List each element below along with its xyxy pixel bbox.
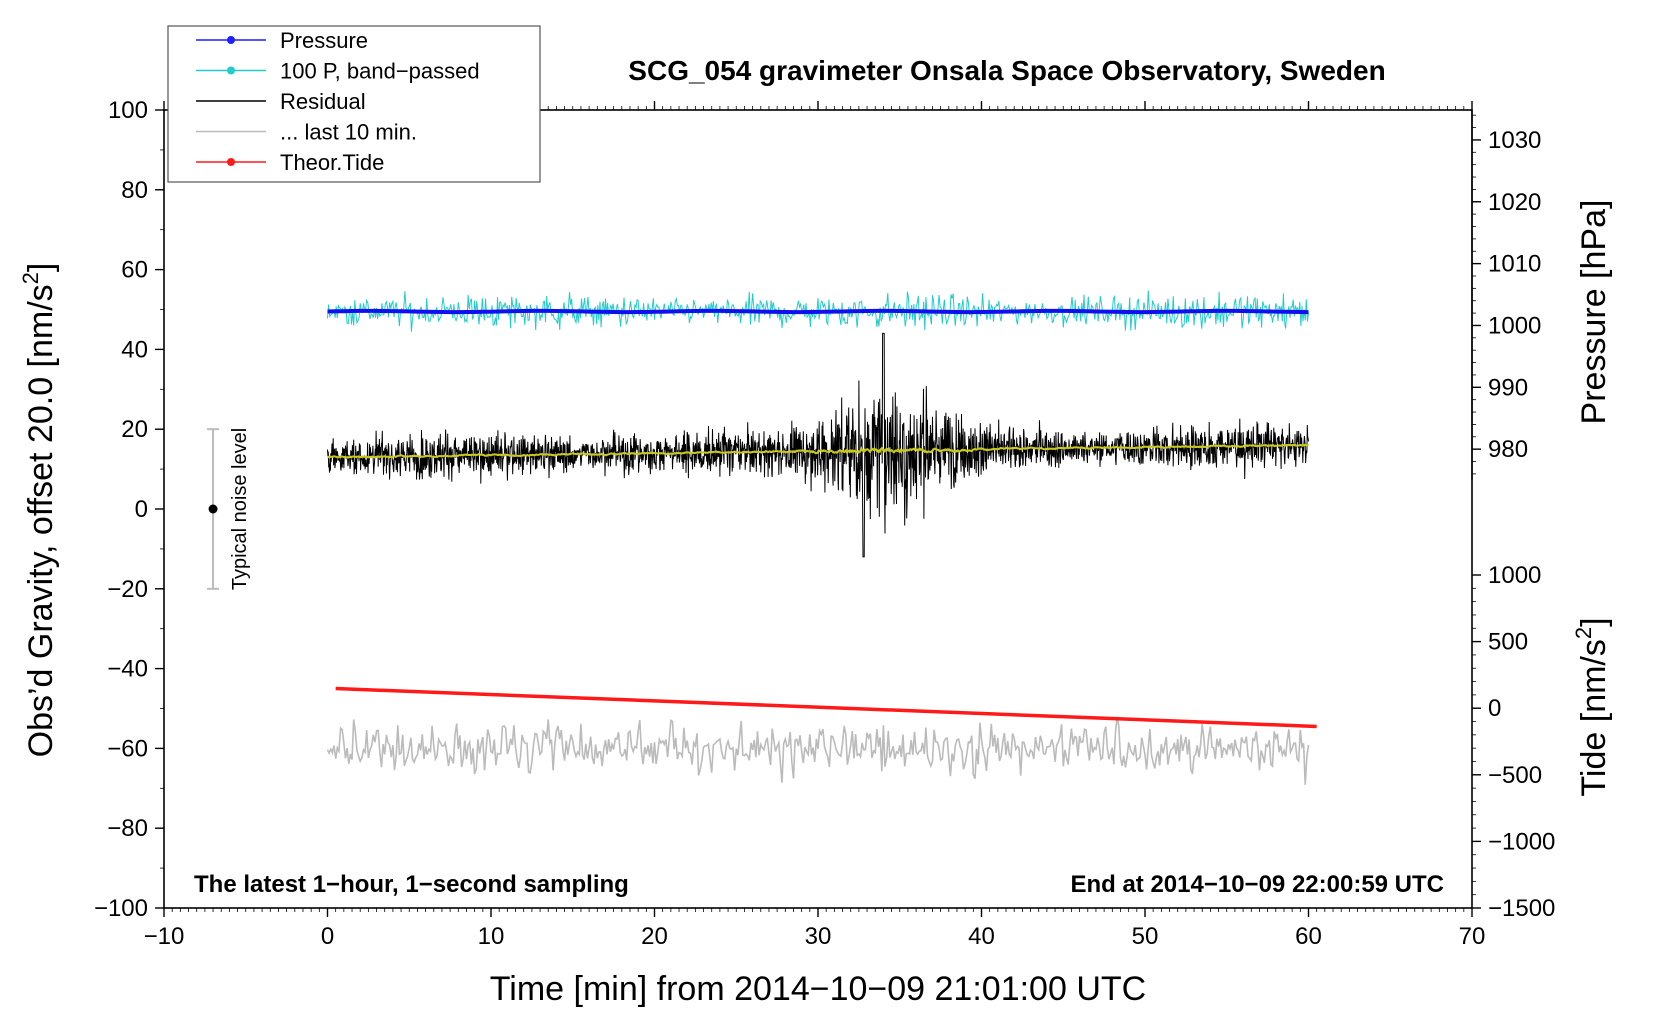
legend-box bbox=[167, 25, 541, 183]
x-tick-label: 20 bbox=[641, 923, 668, 950]
tide-axis: 1000 500 0 −500 −1000 −1500 bbox=[1472, 562, 1555, 922]
tide-tick-label: 1000 bbox=[1488, 562, 1541, 589]
y-tick-label: −40 bbox=[107, 656, 148, 683]
annotation-end-time: End at 2014−10−09 22:00:59 UTC bbox=[1070, 871, 1444, 898]
left-y-label-superscript: 2 bbox=[18, 272, 43, 284]
legend-swatch-marker bbox=[227, 158, 235, 166]
legend-swatch-marker bbox=[227, 36, 235, 44]
y-axis-left: 100 80 60 40 20 0 −20 −40 −60 −80 −100 bbox=[94, 97, 164, 922]
legend-label: ... last 10 min. bbox=[280, 120, 417, 145]
x-tick-label: 30 bbox=[805, 923, 832, 950]
pressure-tick-label: 1030 bbox=[1488, 127, 1541, 154]
y-tick-label: −80 bbox=[107, 815, 148, 842]
left-y-label-end: ] bbox=[22, 263, 60, 272]
x-tick-label: 70 bbox=[1459, 923, 1486, 950]
plot-frame bbox=[163, 109, 1473, 909]
tide-tick-label: 0 bbox=[1488, 695, 1501, 722]
typical-noise-bar: Typical noise level bbox=[207, 428, 251, 590]
y-tick-label: −20 bbox=[107, 576, 148, 603]
series-layer bbox=[326, 290, 1317, 785]
pressure-tick-label: 1000 bbox=[1488, 312, 1541, 339]
y-tick-label: −60 bbox=[107, 735, 148, 762]
y-tick-label: 40 bbox=[121, 336, 148, 363]
pressure-axis: 1030 1020 1010 1000 990 980 bbox=[1471, 110, 1541, 481]
legend-label: Pressure bbox=[280, 28, 368, 53]
y-tick-label: 60 bbox=[121, 257, 148, 284]
residual-smoothed-line bbox=[327, 443, 1310, 459]
plot-area: Typical noise level bbox=[163, 109, 1473, 909]
pressure-tick-label: 1020 bbox=[1488, 189, 1541, 216]
x-axis-label: Time [min] from 2014−10−09 21:01:00 UTC bbox=[490, 970, 1146, 1008]
x-minor-ticks bbox=[163, 101, 1473, 912]
tide-tick-label: 500 bbox=[1488, 629, 1528, 656]
pressure-line bbox=[327, 308, 1309, 315]
tide-tick-label: −500 bbox=[1488, 762, 1542, 789]
pressure-tick-label: 1010 bbox=[1488, 251, 1541, 278]
chart-title: SCG_054 gravimeter Onsala Space Observat… bbox=[628, 55, 1385, 86]
x-tick-label: −10 bbox=[144, 923, 185, 950]
legend-swatch-marker bbox=[227, 66, 235, 75]
y-tick-label: −100 bbox=[94, 895, 148, 922]
x-tick-label: 60 bbox=[1295, 923, 1322, 950]
noise-center-dot bbox=[208, 504, 218, 514]
x-tick-label: 50 bbox=[1132, 923, 1159, 950]
pressure-tick-label: 990 bbox=[1488, 374, 1528, 401]
y-tick-label: 0 bbox=[135, 496, 148, 523]
legend-label: Theor.Tide bbox=[280, 150, 384, 175]
left-y-label-main: Obs’d Gravity, offset 20.0 [nm/s bbox=[22, 284, 60, 757]
tide-tick-label: −1000 bbox=[1488, 828, 1555, 855]
annotation-sampling: The latest 1−hour, 1−second sampling bbox=[194, 871, 629, 898]
last-10-min-line bbox=[326, 716, 1310, 785]
tide-label-main: Tide [nm/s bbox=[1575, 639, 1613, 796]
pressure-tick-label: 980 bbox=[1488, 436, 1528, 463]
tide-label-superscript: 2 bbox=[1571, 627, 1596, 639]
tide-label-end: ] bbox=[1575, 617, 1613, 626]
theor-tide-line bbox=[335, 686, 1317, 729]
y-tick-label: 80 bbox=[121, 177, 148, 204]
legend-label: Residual bbox=[280, 89, 366, 114]
legend-label: 100 P, band−passed bbox=[280, 59, 480, 84]
pressure-axis-label: Pressure [hPa] bbox=[1575, 200, 1613, 425]
residual-line bbox=[327, 332, 1309, 558]
x-axis: −10 0 10 20 30 40 50 60 70 bbox=[144, 908, 1486, 950]
x-tick-label: 0 bbox=[321, 923, 334, 950]
x-tick-label: 40 bbox=[968, 923, 995, 950]
x-tick-label: 10 bbox=[478, 923, 505, 950]
noise-label: Typical noise level bbox=[229, 428, 251, 590]
tide-axis-label: Tide [nm/s2] bbox=[1571, 617, 1613, 796]
y-tick-label: 100 bbox=[108, 97, 148, 124]
axes: −10 0 10 20 30 40 50 60 70100806040200−20−40−60−… bbox=[94, 97, 1555, 950]
legend: Pressure 100 P, band−passed Residual ... la… bbox=[167, 25, 541, 183]
left-y-axis-label: Obs’d Gravity, offset 20.0 [nm/s2] bbox=[18, 263, 60, 758]
y-tick-label: 20 bbox=[121, 416, 148, 443]
tide-tick-label: −1500 bbox=[1488, 895, 1555, 922]
